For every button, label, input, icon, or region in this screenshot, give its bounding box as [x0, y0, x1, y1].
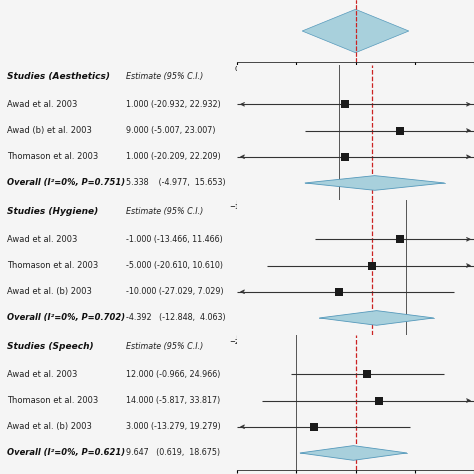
- Text: Studies (Hygiene): Studies (Hygiene): [7, 207, 98, 216]
- Point: [335, 288, 342, 296]
- Text: 3.000 (-13.279, 19.279): 3.000 (-13.279, 19.279): [126, 422, 220, 431]
- Text: Estimate (95% C.I.): Estimate (95% C.I.): [126, 342, 203, 351]
- Text: -1.000 (-13.466, 11.466): -1.000 (-13.466, 11.466): [126, 235, 222, 244]
- Point: [369, 262, 376, 269]
- Text: -10.000 (-27.029, 7.029): -10.000 (-27.029, 7.029): [126, 287, 223, 296]
- Text: 9.647   (0.619,  18.675): 9.647 (0.619, 18.675): [126, 448, 219, 457]
- Point: [342, 153, 349, 161]
- Text: Overall (I²=0%, P=0.621): Overall (I²=0%, P=0.621): [7, 448, 125, 457]
- Text: Studies (Aesthetics): Studies (Aesthetics): [7, 73, 110, 82]
- Point: [310, 423, 318, 430]
- Point: [364, 371, 371, 378]
- Point: [375, 397, 383, 404]
- Point: [342, 100, 349, 108]
- X-axis label: Mean Difference: Mean Difference: [324, 346, 387, 356]
- X-axis label: Mean Difference: Mean Difference: [324, 211, 387, 220]
- Text: 5.338    (-4.977,  15.653): 5.338 (-4.977, 15.653): [126, 179, 225, 187]
- Text: -5.000 (-20.610, 10.610): -5.000 (-20.610, 10.610): [126, 261, 222, 270]
- Text: Awad et al. 2003: Awad et al. 2003: [7, 235, 77, 244]
- Point: [396, 127, 403, 134]
- Text: 14.000 (-5.817, 33.817): 14.000 (-5.817, 33.817): [126, 396, 220, 405]
- Text: 12.000 (-0.966, 24.966): 12.000 (-0.966, 24.966): [126, 370, 220, 379]
- Text: Overall (I²=0%, P=0.751): Overall (I²=0%, P=0.751): [7, 179, 125, 187]
- Text: Studies (Speech): Studies (Speech): [7, 342, 94, 351]
- Text: Estimate (95% C.I.): Estimate (95% C.I.): [126, 73, 203, 82]
- Text: Thomason et al. 2003: Thomason et al. 2003: [7, 261, 98, 270]
- Polygon shape: [302, 9, 409, 53]
- Polygon shape: [319, 310, 434, 325]
- Text: Awad et al. (b) 2003: Awad et al. (b) 2003: [7, 422, 92, 431]
- Text: Overall (I²=0%, P=0.702): Overall (I²=0%, P=0.702): [7, 313, 125, 322]
- X-axis label: Mean Difference: Mean Difference: [324, 73, 387, 82]
- Text: Awad et al. (b) 2003: Awad et al. (b) 2003: [7, 287, 92, 296]
- Text: 1.000 (-20.209, 22.209): 1.000 (-20.209, 22.209): [126, 152, 220, 161]
- Text: -4.392   (-12.848,  4.063): -4.392 (-12.848, 4.063): [126, 313, 225, 322]
- Text: 1.000 (-20.932, 22.932): 1.000 (-20.932, 22.932): [126, 100, 220, 109]
- Point: [396, 236, 403, 243]
- Text: Awad (b) et al. 2003: Awad (b) et al. 2003: [7, 126, 92, 135]
- Text: Awad et al. 2003: Awad et al. 2003: [7, 100, 77, 109]
- Text: Estimate (95% C.I.): Estimate (95% C.I.): [126, 207, 203, 216]
- Text: Thomason et al. 2003: Thomason et al. 2003: [7, 152, 98, 161]
- Text: Thomason et al. 2003: Thomason et al. 2003: [7, 396, 98, 405]
- Polygon shape: [300, 446, 407, 460]
- Polygon shape: [305, 176, 445, 190]
- Text: Awad et al. 2003: Awad et al. 2003: [7, 370, 77, 379]
- Text: 9.000 (-5.007, 23.007): 9.000 (-5.007, 23.007): [126, 126, 215, 135]
